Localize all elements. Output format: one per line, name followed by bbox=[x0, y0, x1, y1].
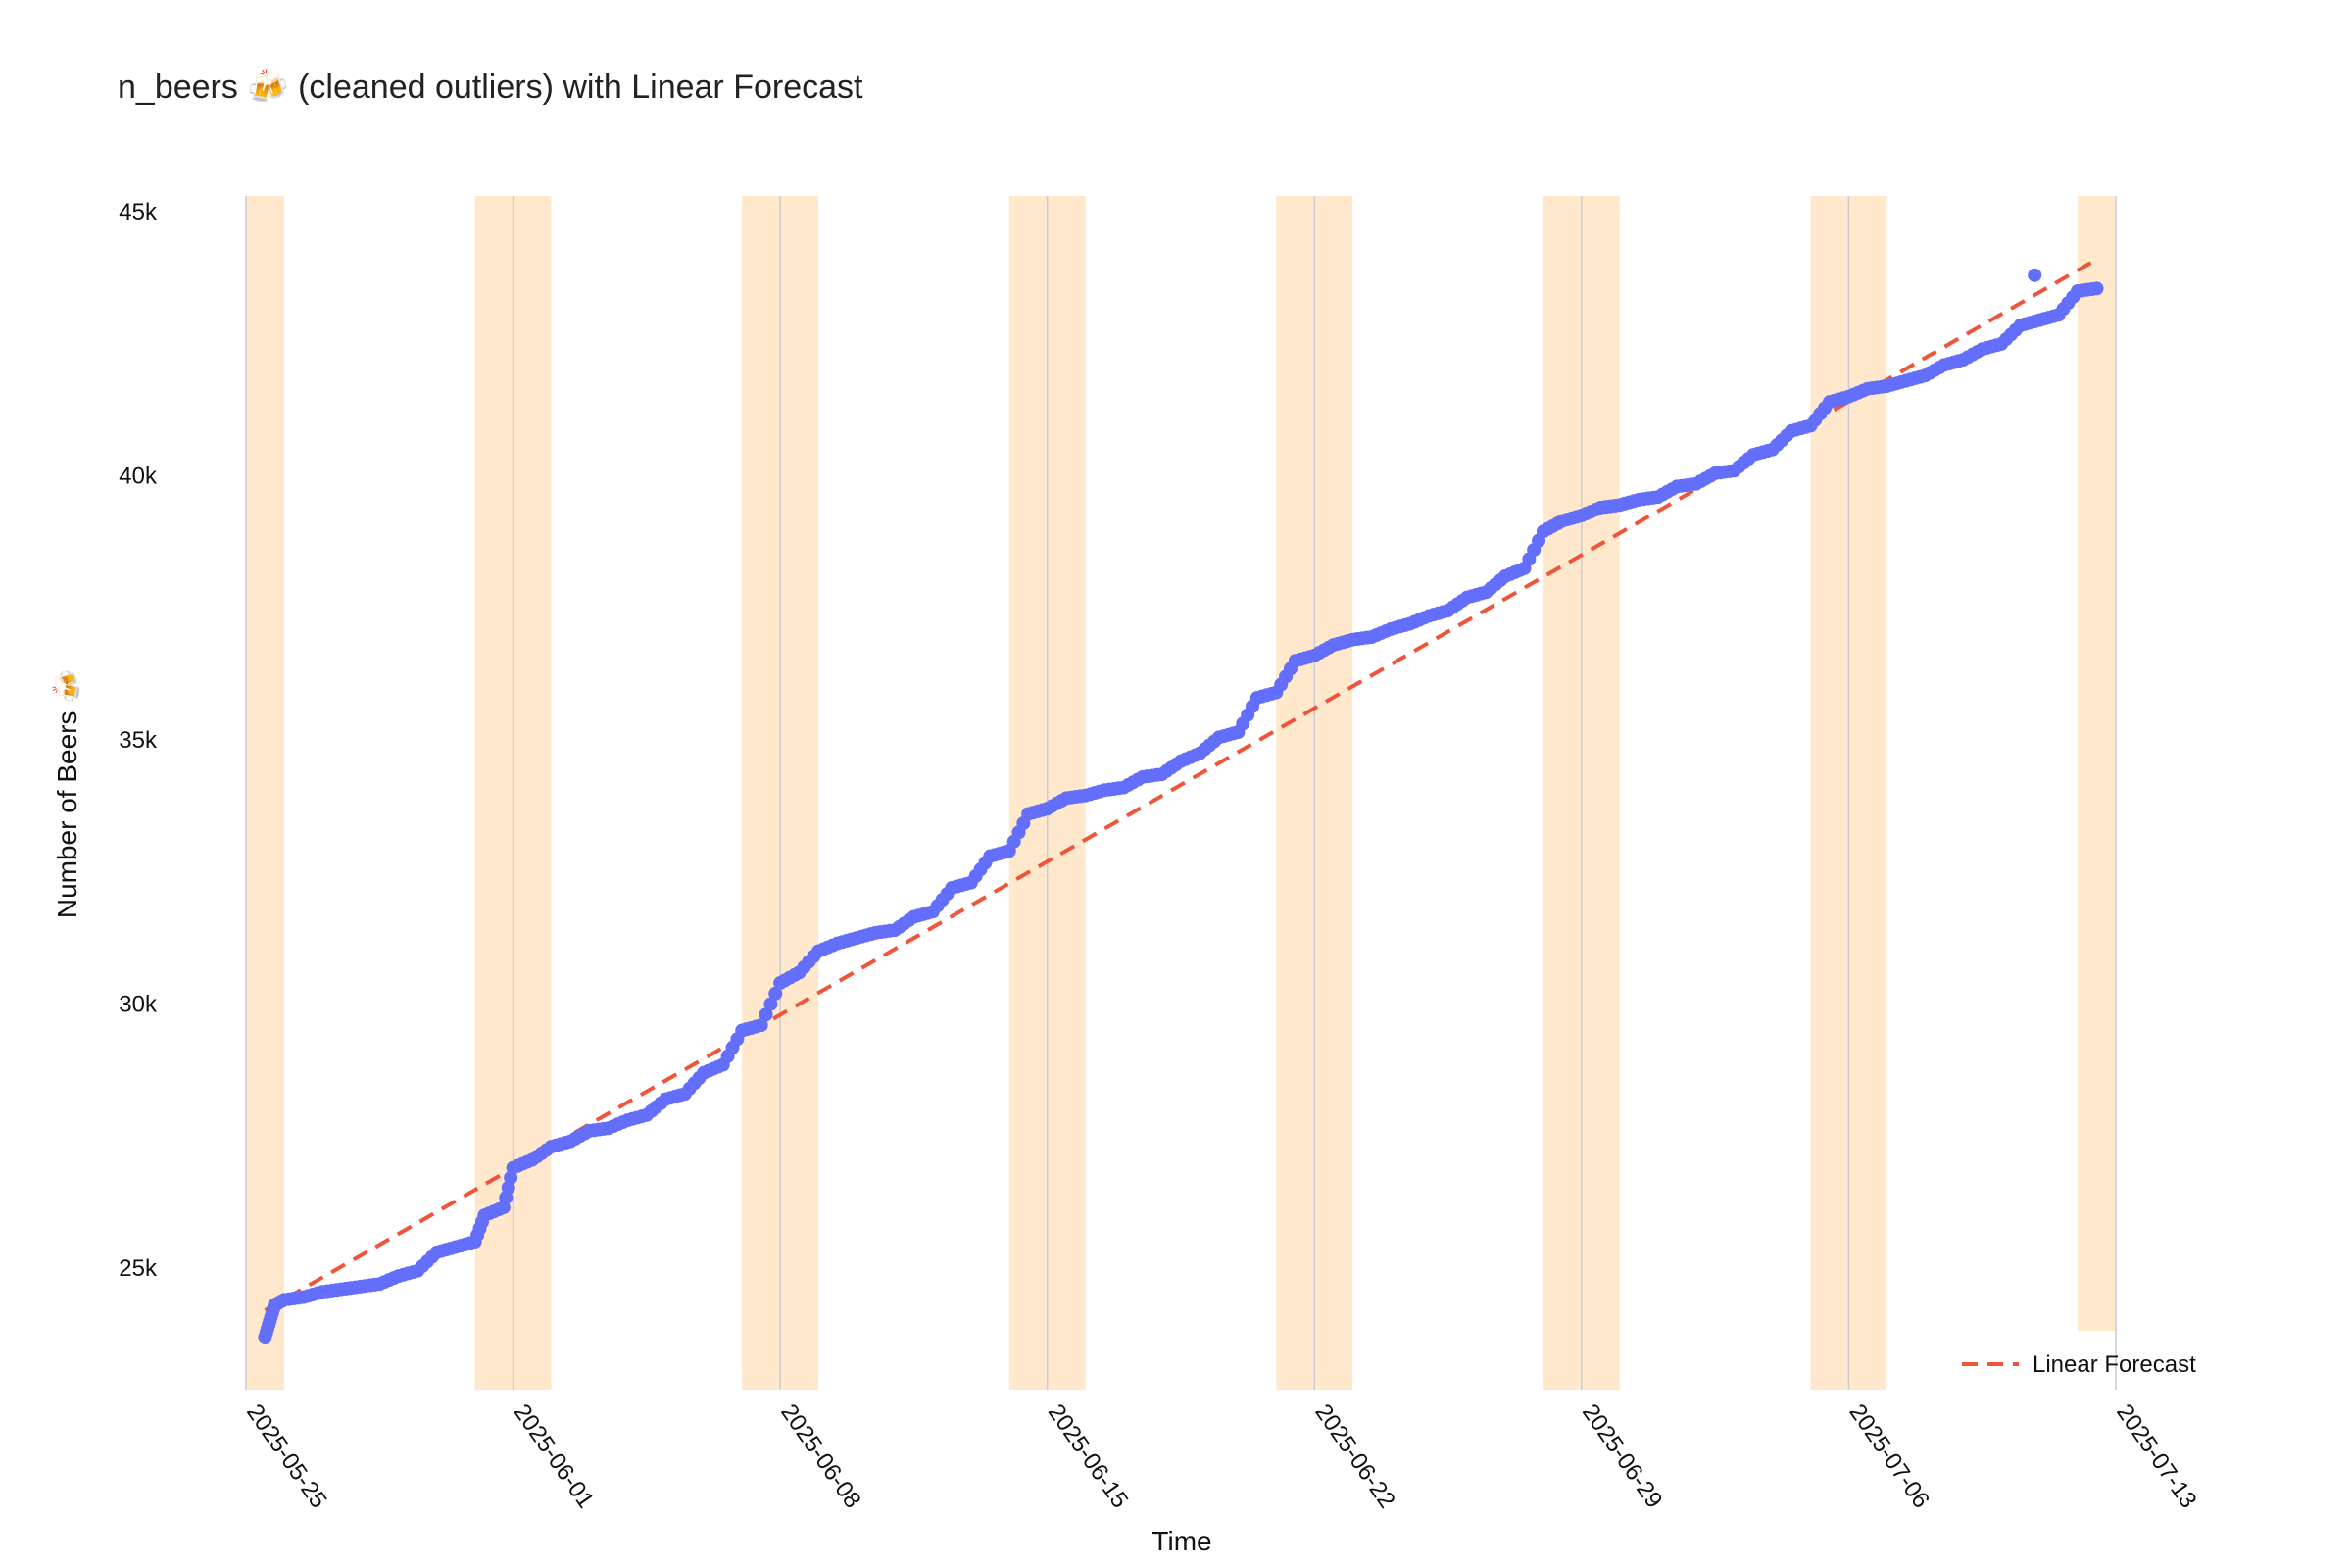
x-tick-label: 2025-07-06 bbox=[1844, 1399, 1936, 1513]
x-tick-label: 2025-06-15 bbox=[1043, 1399, 1134, 1513]
x-tick-label: 2025-06-22 bbox=[1309, 1399, 1400, 1513]
data-point-fill bbox=[759, 1007, 773, 1022]
x-tick-label: 2025-06-01 bbox=[509, 1399, 600, 1513]
data-point-fill bbox=[768, 986, 783, 1001]
y-axis-label: Number of Beers 🍻 bbox=[52, 669, 82, 918]
y-tick-label: 35k bbox=[119, 727, 158, 754]
y-tick-label: 45k bbox=[119, 199, 158, 225]
weekend-band bbox=[246, 196, 284, 1390]
y-tick-label: 40k bbox=[119, 464, 158, 490]
weekend-band bbox=[2078, 196, 2116, 1331]
y-axis-ticks: 25k 30k 35k 40k 45k bbox=[119, 199, 158, 1282]
y-tick-label: 25k bbox=[119, 1255, 158, 1282]
x-tick-label: 2025-06-08 bbox=[775, 1399, 866, 1513]
data-point-outlier bbox=[2028, 268, 2042, 282]
chart-title: n_beers 🍻 (cleaned outliers) with Linear… bbox=[118, 69, 863, 106]
legend-label: Linear Forecast bbox=[2033, 1351, 2196, 1378]
x-axis-ticks: 2025-05-25 2025-06-01 2025-06-08 2025-06-15… bbox=[241, 1399, 2202, 1513]
y-tick-label: 30k bbox=[119, 992, 158, 1018]
x-axis-label: Time bbox=[1152, 1526, 1211, 1556]
data-point bbox=[2089, 281, 2104, 296]
data-points bbox=[258, 268, 2104, 1345]
weekend-shading bbox=[246, 196, 2116, 1390]
x-tick-label: 2025-05-25 bbox=[241, 1399, 332, 1513]
data-point bbox=[754, 1018, 768, 1033]
x-tick-label: 2025-06-29 bbox=[1577, 1399, 1668, 1513]
data-point-fill bbox=[763, 997, 778, 1011]
x-tick-label: 2025-07-13 bbox=[2111, 1399, 2202, 1513]
legend: Linear Forecast bbox=[1962, 1351, 2196, 1378]
